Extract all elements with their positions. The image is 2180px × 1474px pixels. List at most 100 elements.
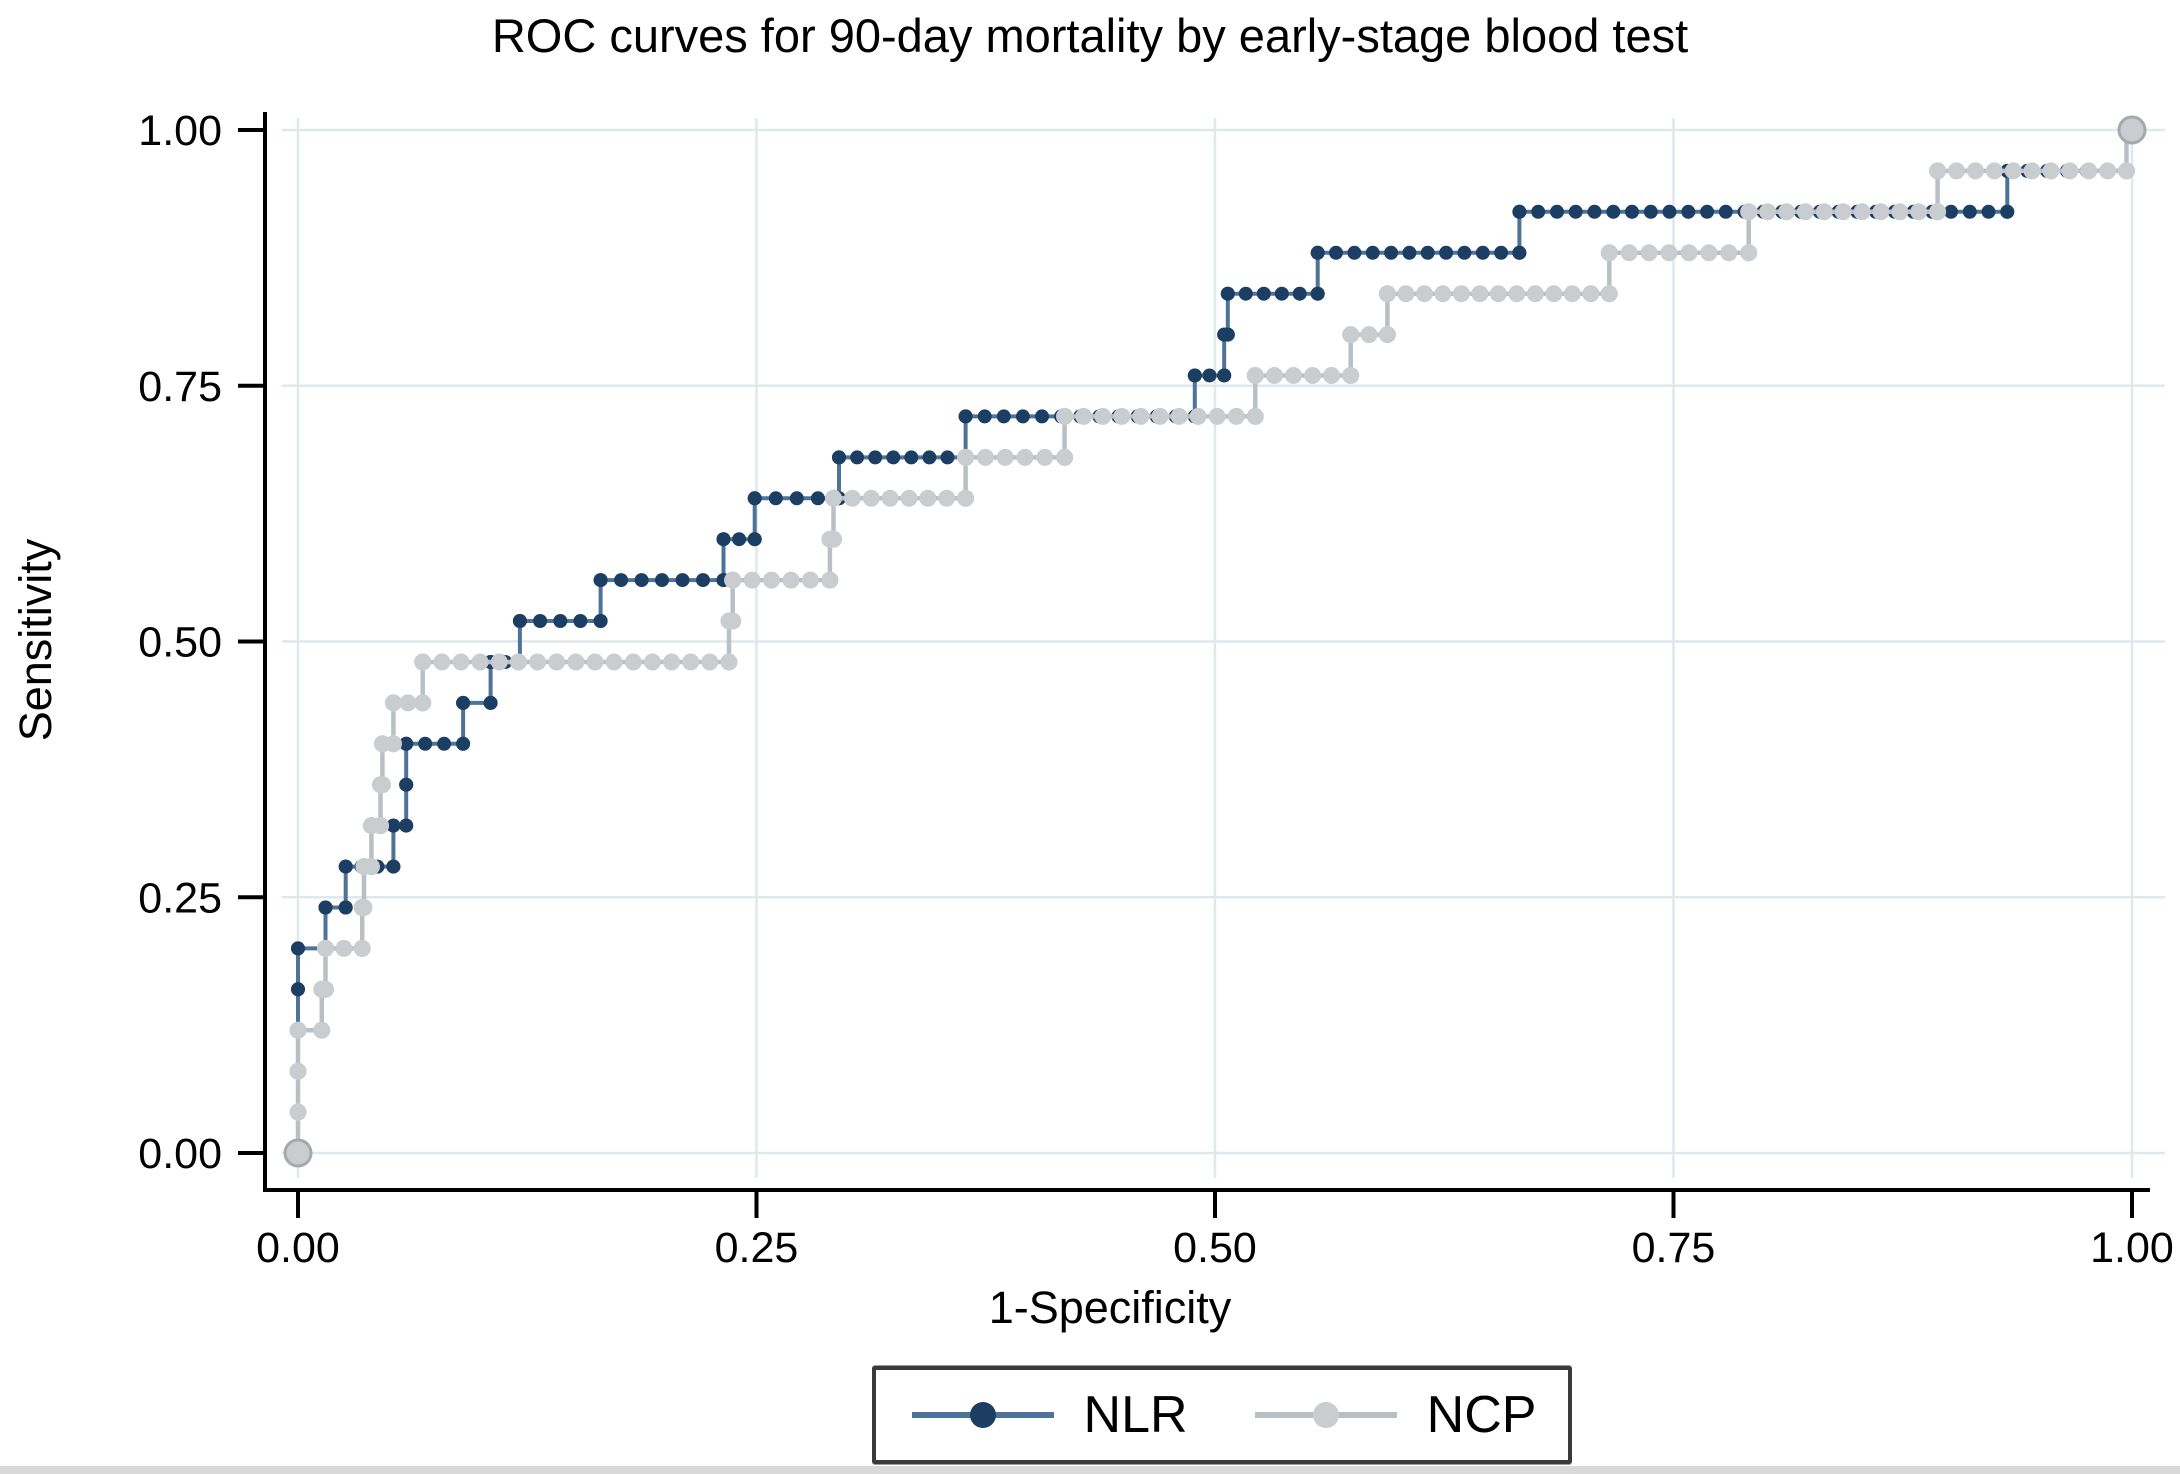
data-point-ncp [529,653,547,671]
data-point-ncp [938,489,956,507]
chart-title: ROC curves for 90-day mortality by early… [491,9,1689,62]
data-point-ncp [1360,326,1378,344]
data-point-ncp [317,939,334,957]
data-point-ncp [1582,285,1600,303]
data-point-nlr [1329,245,1343,260]
data-point-ncp [1985,162,2003,180]
data-point-ncp [317,980,334,998]
data-point-ncp [2023,162,2041,180]
data-point-nlr [1944,204,1958,219]
data-point-nlr [338,859,353,874]
data-point-ncp [1285,367,1302,384]
data-point-ncp [1056,448,1074,466]
data-point-nlr [1531,204,1546,219]
data-point-nlr [768,491,783,506]
x-tick-label: 0.75 [1632,1224,1716,1272]
data-point-nlr [958,409,973,424]
data-point-ncp [1545,285,1563,303]
data-point-ncp [643,653,661,671]
data-point-ncp [362,858,380,876]
data-point-nlr [1512,204,1527,219]
x-tick-label: 1.00 [2090,1224,2174,1272]
data-point-ncp [2061,162,2079,180]
data-point-ncp [720,653,738,671]
data-point-ncp [1815,203,1833,221]
data-point-nlr [1718,204,1733,219]
ncp-legend-dot [1312,1402,1339,1428]
data-point-ncp [353,939,371,957]
y-tick-label: 0.00 [138,1130,222,1178]
data-point-ncp [1246,407,1264,425]
data-point-ncp [1740,203,1758,221]
data-point-ncp [1526,285,1544,303]
data-point-nlr [573,614,588,628]
data-point-nlr [1587,204,1602,219]
data-point-ncp [1471,285,1489,303]
data-point-ncp [471,653,489,671]
x-axis-title: 1-Specificity [988,1282,1232,1333]
data-point-ncp [567,653,585,671]
data-point-ncp [624,653,642,671]
data-point-ncp [1113,407,1131,425]
end-point-ncp [2117,115,2147,145]
ncp-legend-marker-icon [1254,1402,1397,1428]
bottom-strip [0,1466,2180,1474]
data-point-ncp [2042,162,2060,180]
data-point-ncp [414,694,432,712]
data-point-ncp [843,489,861,507]
data-point-nlr [634,573,649,588]
x-tick-label: 0.50 [1173,1224,1257,1272]
data-point-nlr [904,450,919,465]
data-point-nlr [1550,204,1564,219]
data-point-ncp [1966,162,1984,180]
data-point-ncp [1323,367,1341,384]
data-point-ncp [399,694,417,712]
data-point-ncp [663,653,681,671]
data-point-nlr [593,573,608,588]
data-point-nlr [1310,286,1325,301]
y-tick-label: 1.00 [138,107,222,155]
data-point-ncp [1600,285,1618,303]
data-point-ncp [355,899,373,916]
data-point-ncp [1075,407,1093,425]
data-point-nlr [1625,204,1639,219]
data-point-nlr [512,614,527,628]
data-point-ncp [1740,244,1758,262]
data-point-nlr [318,900,333,915]
data-point-ncp [1246,367,1264,384]
data-point-ncp [996,448,1014,466]
data-point-ncp [1929,203,1947,221]
data-point-nlr [614,573,629,588]
data-point-nlr [868,450,883,465]
data-point-ncp [900,489,918,507]
y-tick-label: 0.50 [138,619,222,667]
x-tick-label: 0.25 [715,1224,799,1272]
data-point-nlr [1662,204,1677,219]
data-point-nlr [716,532,731,547]
data-point-ncp [821,571,839,589]
data-point-nlr [1420,245,1435,260]
data-point-ncp [490,653,508,671]
data-point-ncp [1227,407,1245,425]
data-point-ncp [1094,407,1112,425]
data-point-ncp [586,653,604,671]
data-point-nlr [1606,204,1621,219]
data-point-ncp [724,612,742,630]
data-point-nlr [1643,204,1658,219]
data-point-nlr [996,409,1011,424]
data-point-ncp [335,939,353,957]
data-point-nlr [810,491,825,506]
data-point-ncp [976,448,994,466]
data-point-ncp [743,571,761,589]
data-point-nlr [1681,204,1696,219]
data-point-ncp [2004,162,2022,180]
data-point-nlr [977,409,992,424]
data-point-nlr [1015,409,1030,424]
data-point-nlr [696,573,710,588]
data-point-ncp [548,653,566,671]
data-point-ncp [2080,162,2098,180]
data-point-ncp [605,653,623,671]
data-point-nlr [1220,286,1235,301]
